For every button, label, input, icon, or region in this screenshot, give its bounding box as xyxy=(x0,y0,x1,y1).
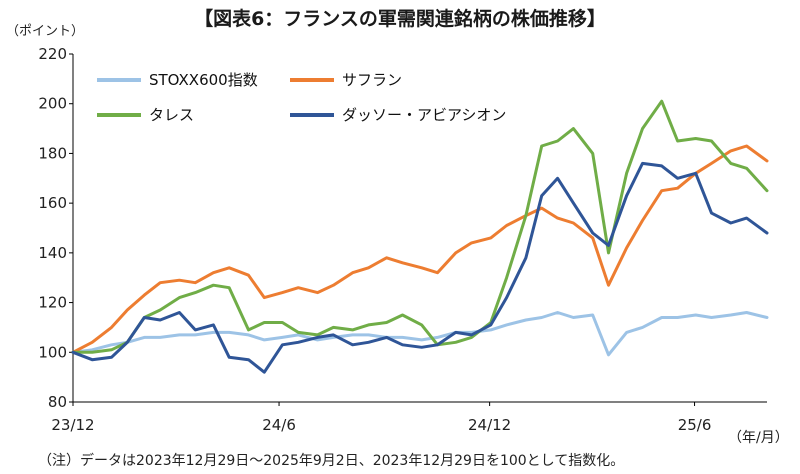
y-tick-label: 140 xyxy=(38,244,67,262)
y-axis-unit-label: （ポイント） xyxy=(6,24,85,39)
chart-title: 【図表6：フランスの軍需関連銘柄の株価推移】 xyxy=(194,8,606,30)
x-tick-label: 24/12 xyxy=(468,416,511,434)
series-line-1 xyxy=(71,144,769,354)
y-tick-label: 80 xyxy=(48,393,67,411)
y-tick-label: 200 xyxy=(38,95,67,113)
y-axis-ticks: 80 100 120 140 160 180 200 220 xyxy=(38,45,73,411)
series-line-3 xyxy=(71,161,769,374)
x-tick-label: 24/6 xyxy=(262,416,296,434)
x-axis-ticks: 23/12 24/6 24/12 25/6 xyxy=(51,402,711,434)
y-tick-label: 180 xyxy=(38,144,67,162)
y-tick-label: 220 xyxy=(38,45,67,63)
legend-label-3: ダッソー・アビアシオン xyxy=(342,106,506,124)
footnote: （注）データは2023年12月29日～2025年9月2日、2023年12月29日… xyxy=(38,453,625,469)
chart-axes xyxy=(72,54,767,403)
legend-label-2: タレス xyxy=(149,106,194,124)
chart-series xyxy=(71,99,769,374)
series-line-2 xyxy=(71,99,769,354)
y-tick-label: 160 xyxy=(38,194,67,212)
series-line-0 xyxy=(71,311,769,357)
x-tick-label: 23/12 xyxy=(51,416,94,434)
legend-label-0: STOXX600指数 xyxy=(149,71,258,89)
y-tick-label: 100 xyxy=(38,343,67,361)
y-tick-label: 120 xyxy=(38,294,67,312)
legend-label-1: サフラン xyxy=(342,71,402,89)
x-tick-label: 25/6 xyxy=(678,416,712,434)
x-axis-unit-label: （年/月） xyxy=(728,430,789,446)
